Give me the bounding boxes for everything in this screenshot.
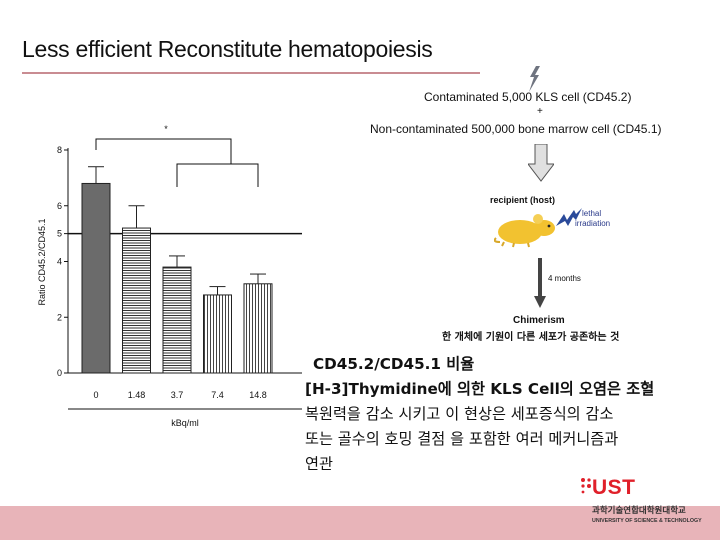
recipient-label: recipient (host) — [490, 195, 556, 205]
summary-line-3: 복원력을 감소 시키고 이 현상은 세포증식의 감소 — [305, 405, 614, 423]
y-tick-label: 0 — [57, 368, 62, 378]
significance-bracket — [95, 138, 232, 164]
y-tick-label: 8 — [57, 145, 62, 155]
non-contaminated-cell-text: Non-contaminated 500,000 bone marrow cel… — [370, 122, 662, 136]
x-tick-label: 3.7 — [171, 390, 184, 400]
contaminated-cell-text: Contaminated 5,000 KLS cell (CD45.2) — [424, 90, 632, 104]
y-tick-label: 2 — [57, 312, 62, 322]
footer-band — [0, 506, 720, 540]
y-tick-label: 4 — [57, 257, 62, 267]
x-tick-label: 7.4 — [211, 390, 224, 400]
logo-english-name: UNIVERSITY OF SCIENCE & TECHNOLOGY — [592, 518, 702, 524]
duration-label: 4 months — [548, 274, 581, 283]
y-tick-label: 5 — [57, 229, 62, 239]
lightning-icon — [556, 208, 582, 226]
lightning-icon — [529, 66, 540, 92]
logo-wordmark: UST — [592, 476, 636, 499]
down-arrow-icon — [528, 144, 554, 182]
down-arrow-icon — [534, 258, 546, 308]
summary-text: CD45.2/CD45.1 비율 [H-3]Thymidine에 의한 KLS … — [305, 352, 710, 477]
x-tick-label: 14.8 — [249, 390, 267, 400]
x-axis-label: kBq/ml — [171, 418, 199, 428]
summary-line-4: 또는 골수의 호밍 결점 을 포함한 여러 메커니즘과 — [305, 430, 619, 448]
mouse-icon — [494, 214, 555, 248]
title-divider — [22, 72, 480, 74]
logo-korean-name: 과학기술연합대학원대학교 — [592, 506, 686, 516]
chimerism-label: Chimerism — [513, 315, 565, 326]
y-axis-label: Ratio CD45.2/CD45.1 — [37, 218, 47, 305]
summary-line-5: 연관 — [305, 455, 333, 473]
slide-title: Less efficient Reconstitute hematopoiesi… — [22, 36, 433, 62]
bar — [203, 294, 232, 374]
chimerism-description: 한 개체에 기원이 다른 세포가 공존하는 것 — [442, 332, 620, 343]
y-tick-label: 6 — [57, 201, 62, 211]
bar — [122, 227, 151, 374]
summary-line-2: [H-3]Thymidine에 의한 KLS Cell의 오염은 조혈 — [305, 380, 655, 398]
plus-sign: + — [537, 106, 543, 117]
logo-dots-icon — [581, 478, 591, 494]
x-tick-label: 0 — [93, 390, 98, 400]
summary-line-1: CD45.2/CD45.1 비율 — [313, 355, 475, 373]
x-tick-label: 1.48 — [128, 390, 146, 400]
significance-marker: * — [164, 124, 168, 134]
significance-bracket — [176, 163, 259, 187]
ust-logo: UST 과학기술연합대학원대학교 UNIVERSITY OF SCIENCE &… — [580, 474, 715, 534]
irradiation-label: irradiation — [575, 219, 611, 228]
lethal-label: lethal — [582, 209, 602, 218]
